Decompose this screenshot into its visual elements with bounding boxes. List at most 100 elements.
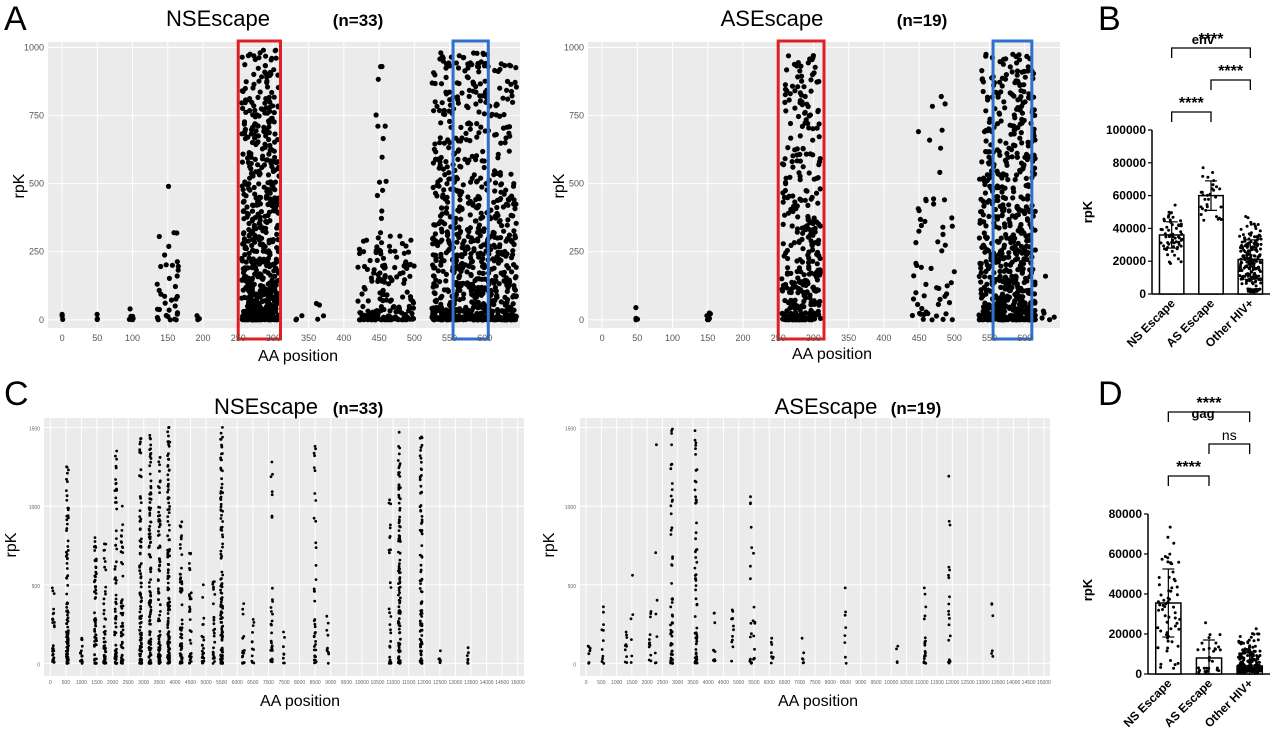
data-point [93,653,96,657]
data-point [806,249,812,255]
y-axis-label: rpK [551,173,568,198]
data-point [670,443,673,447]
data-point [65,592,69,596]
x-tick-label: 350 [841,333,856,343]
data-point [269,639,273,643]
data-point [1201,166,1205,170]
data-point [139,585,143,589]
data-point [1019,120,1025,126]
data-point [479,284,485,290]
data-point [241,654,245,658]
data-point [313,658,317,662]
data-point [982,190,989,196]
data-point [166,464,170,467]
data-point [386,243,393,249]
data-point [505,196,511,203]
data-point [397,586,401,590]
data-point [250,247,256,253]
data-point [1009,154,1015,160]
data-point [212,587,215,591]
data-point [435,268,441,274]
data-point [496,281,502,287]
data-point [1239,277,1243,281]
data-point [587,661,591,664]
data-point [375,309,381,315]
data-point [1253,242,1257,246]
data-point [401,250,407,256]
data-point [221,535,225,539]
data-point [807,310,813,316]
data-point [65,630,68,634]
data-point [918,222,925,229]
data-point [397,643,401,647]
data-point [212,651,215,655]
data-point [1021,245,1027,251]
data-point [670,601,674,604]
data-point [66,545,70,548]
data-point [1219,205,1223,209]
data-point [438,154,444,161]
data-point [1009,273,1015,279]
data-point [1015,240,1021,246]
data-point [1010,195,1016,201]
data-point [1025,143,1031,149]
data-point [948,280,954,286]
data-point [476,222,482,228]
data-point [240,266,246,272]
data-point [923,281,929,287]
data-point [373,249,379,256]
data-point [120,545,124,549]
data-point [378,215,384,221]
data-point [219,528,223,532]
data-point [388,498,391,502]
data-point [269,163,275,170]
data-point [148,615,151,618]
data-point [476,254,482,260]
data-point [940,316,946,322]
y-axis-label: rpK [11,173,28,198]
data-point [271,268,277,274]
data-point [794,229,800,235]
data-point [379,208,385,214]
data-point [158,263,164,270]
data-point [670,582,673,585]
data-point [494,102,500,108]
data-point [466,263,472,269]
data-point [114,662,117,665]
data-point [937,296,943,302]
data-point [1179,238,1183,242]
data-point [356,317,363,323]
data-point [219,603,223,607]
data-point [1201,174,1205,178]
data-point [268,302,274,308]
data-point [797,177,803,183]
data-point [791,280,798,286]
data-point [1039,315,1045,321]
data-point [797,307,803,313]
data-point [995,94,1001,100]
data-point [796,238,803,244]
data-point [315,316,321,322]
x-tick-label: 6000 [232,680,243,686]
data-point [138,552,142,556]
data-point [65,465,69,469]
data-point [814,261,820,267]
data-point [239,295,245,301]
data-point [512,275,519,281]
data-point [52,661,56,664]
data-point [271,94,277,100]
data-point [815,267,821,273]
data-point [270,644,274,648]
data-point [219,552,223,556]
data-point [244,204,250,210]
data-point [478,124,484,130]
data-point [139,632,142,636]
data-point [270,619,274,623]
data-point [454,317,460,323]
data-point [949,223,955,229]
data-point [792,147,798,153]
data-point [1000,202,1006,208]
significance-bracket [1171,111,1212,122]
data-point [1024,238,1030,244]
data-point [1211,183,1215,187]
